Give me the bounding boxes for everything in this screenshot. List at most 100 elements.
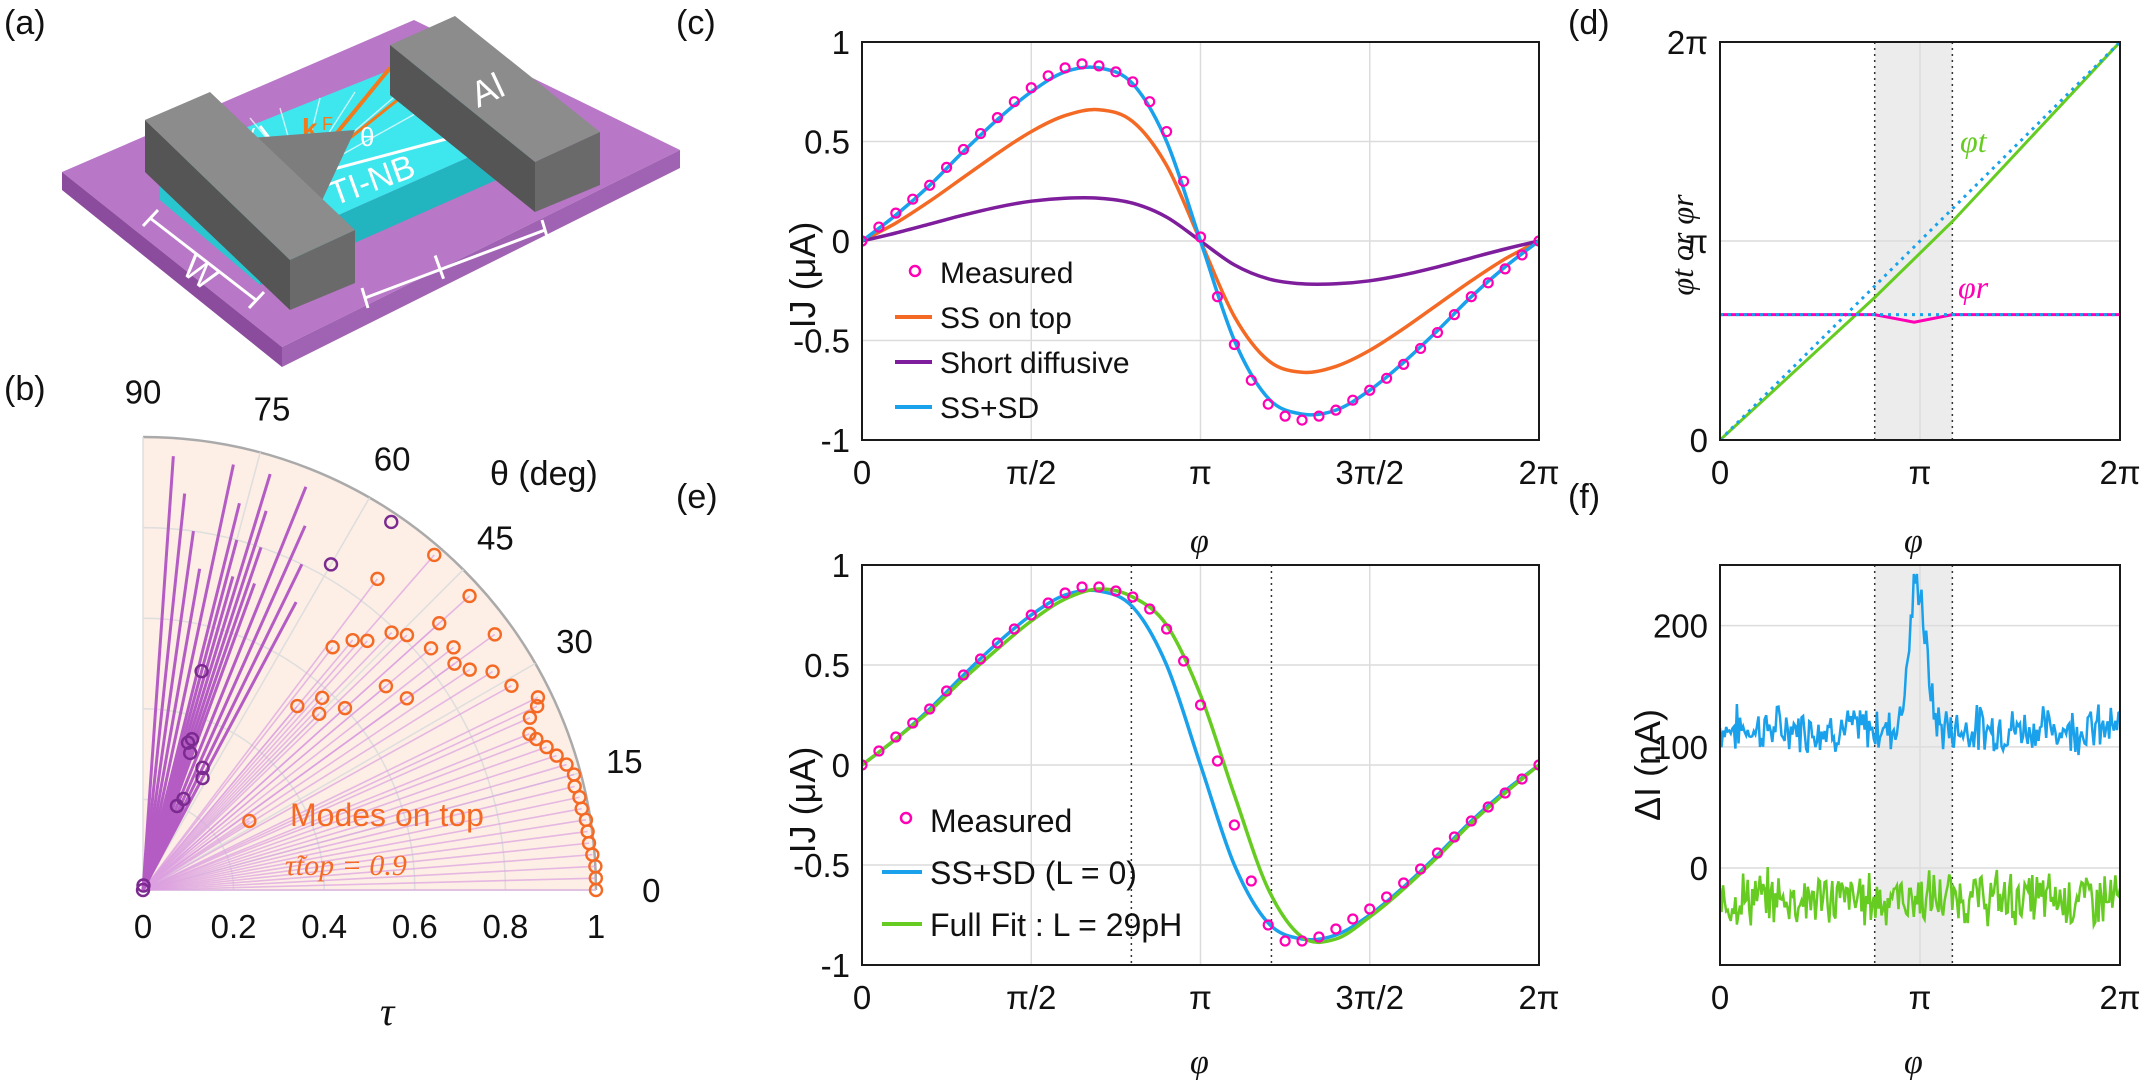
mode-ray-purple bbox=[141, 464, 235, 891]
right-contact-front bbox=[390, 45, 535, 212]
xtick-d: π bbox=[1909, 454, 1932, 491]
mode-ray-top bbox=[142, 820, 250, 891]
angle-axis-label: θ (deg) bbox=[490, 455, 598, 493]
width-dimension bbox=[141, 208, 266, 310]
measured-point-c bbox=[1008, 96, 1020, 108]
series-line-f bbox=[1720, 573, 2120, 756]
xtick-d: 0 bbox=[1711, 454, 1729, 491]
panel-label-b: (b) bbox=[4, 370, 46, 408]
mode-ray-top bbox=[142, 733, 530, 891]
length-dimension bbox=[360, 219, 550, 309]
measured-point-c bbox=[1262, 398, 1274, 410]
ytick-f: 0 bbox=[1690, 850, 1708, 887]
measured-point-c bbox=[974, 127, 987, 140]
right-contact-side bbox=[535, 132, 600, 212]
xtick-d: 2π bbox=[2099, 454, 2140, 491]
measured-point-e bbox=[1144, 603, 1156, 615]
measured-point-c bbox=[1161, 125, 1173, 138]
radial-tick-labels: 0 0.2 0.4 0.6 0.8 1 bbox=[134, 908, 605, 945]
mode-ray-top bbox=[142, 842, 590, 891]
chart-f: 0 π 2π 200 100 0 φ ΔI (nA) bbox=[1627, 564, 2141, 1080]
series-e bbox=[862, 581, 1539, 947]
mode-ray-top bbox=[142, 696, 539, 891]
angle-tick: 90 bbox=[125, 374, 162, 411]
chart-c: 0 π/2 π 3π/2 2π 1 0.5 0 -0.5 -1 φ IJ (μA) Measur… bbox=[782, 24, 1560, 560]
measured-point-e bbox=[1025, 609, 1037, 621]
measured-point-c bbox=[1296, 414, 1308, 426]
mode-ray-purple bbox=[141, 525, 307, 891]
ytick-e: 1 bbox=[832, 547, 850, 584]
mode-point bbox=[194, 664, 209, 679]
measured-point-c bbox=[1211, 291, 1224, 303]
measured-point-e bbox=[1499, 787, 1511, 799]
ylabel-c: IJ (μA) bbox=[782, 222, 823, 329]
angle-tick-labels: 0 15 30 45 60 75 90 bbox=[125, 374, 661, 909]
measured-point-c bbox=[991, 112, 1004, 124]
measured-point-c bbox=[862, 235, 868, 247]
xtick-f: 2π bbox=[2099, 979, 2140, 1016]
panel-label-d: (d) bbox=[1568, 4, 1610, 42]
measured-point-e bbox=[1330, 923, 1342, 935]
measured-point-c bbox=[1516, 249, 1528, 261]
measured-point-e bbox=[1211, 755, 1224, 767]
device-schematic: x y k F θ TI-NB Al W l bbox=[62, 16, 680, 367]
xticks-f: 0 π 2π bbox=[1711, 979, 2141, 1016]
xlabel-d: φ bbox=[1904, 523, 1923, 560]
mode-ray-top bbox=[142, 646, 455, 891]
mode-point bbox=[182, 745, 198, 761]
mode-point bbox=[399, 691, 415, 706]
ytick-e: -1 bbox=[821, 947, 850, 984]
mode-ray-top bbox=[142, 632, 393, 891]
mode-point bbox=[399, 627, 415, 643]
mode-point bbox=[345, 632, 360, 648]
ytick-e: -0.5 bbox=[793, 847, 850, 884]
yticks-e: 1 0.5 0 -0.5 -1 bbox=[793, 547, 850, 984]
mode-ray-top bbox=[142, 807, 582, 891]
xlabel-e: φ bbox=[1190, 1044, 1209, 1080]
right-contact-cap bbox=[390, 16, 600, 162]
measured-point-c bbox=[907, 193, 919, 205]
mode-point bbox=[423, 641, 439, 656]
yticks-d: 2π π 0 bbox=[1667, 24, 1708, 459]
measured-point-e bbox=[1465, 815, 1477, 827]
measured-point-c bbox=[873, 221, 885, 233]
legend-e-fullfit: Full Fit : L = 29pH bbox=[930, 907, 1182, 943]
mode-ray-top bbox=[142, 685, 512, 891]
measured-point-c bbox=[1330, 404, 1342, 416]
mode-point bbox=[539, 739, 554, 755]
measured-point-e bbox=[1482, 801, 1494, 813]
modes-on-top-annotation: Modes on top bbox=[290, 797, 484, 833]
mode-point bbox=[314, 690, 330, 706]
measured-point-e bbox=[1228, 819, 1240, 831]
mode-point bbox=[446, 640, 461, 655]
ytick-d: 2π bbox=[1667, 24, 1708, 61]
xticks-e: 0 π/2 π 3π/2 2π bbox=[853, 979, 1560, 1016]
yticks-c: 1 0.5 0 -0.5 -1 bbox=[793, 24, 850, 459]
xtick-e: π bbox=[1189, 979, 1212, 1016]
xtick-f: π bbox=[1909, 979, 1932, 1016]
measured-point-c bbox=[1499, 263, 1511, 275]
mode-ray-top bbox=[142, 646, 334, 891]
measured-point-e bbox=[1008, 623, 1020, 635]
series-f bbox=[1720, 573, 2120, 931]
mode-ray-top bbox=[142, 763, 567, 891]
radial-tick: 0.2 bbox=[211, 908, 257, 945]
mode-point bbox=[504, 678, 519, 693]
measured-point-c bbox=[890, 207, 902, 219]
measured-point-e bbox=[1042, 597, 1054, 609]
mode-ray-top bbox=[142, 578, 379, 891]
chart-e: 0 π/2 π 3π/2 2π 1 0.5 0 -0.5 -1 φ IJ (μA) Measur… bbox=[782, 547, 1560, 1080]
mode-point bbox=[559, 757, 574, 772]
k-sub-label: F bbox=[322, 114, 333, 134]
mode-ray-top bbox=[142, 830, 588, 891]
measured-point-c bbox=[1245, 374, 1257, 386]
ytick-e: 0 bbox=[832, 747, 850, 784]
mode-ray-purple bbox=[141, 568, 202, 891]
measured-point-e bbox=[1279, 935, 1291, 947]
measured-point-c bbox=[1465, 291, 1477, 303]
measured-point-c bbox=[1042, 70, 1054, 82]
mode-ray-top bbox=[142, 773, 575, 891]
chart-d: 0 π 2π 2π π 0 φ φt or φr φt φr bbox=[1664, 24, 2141, 560]
mode-point bbox=[136, 878, 151, 893]
measured-point-e bbox=[1127, 591, 1139, 603]
